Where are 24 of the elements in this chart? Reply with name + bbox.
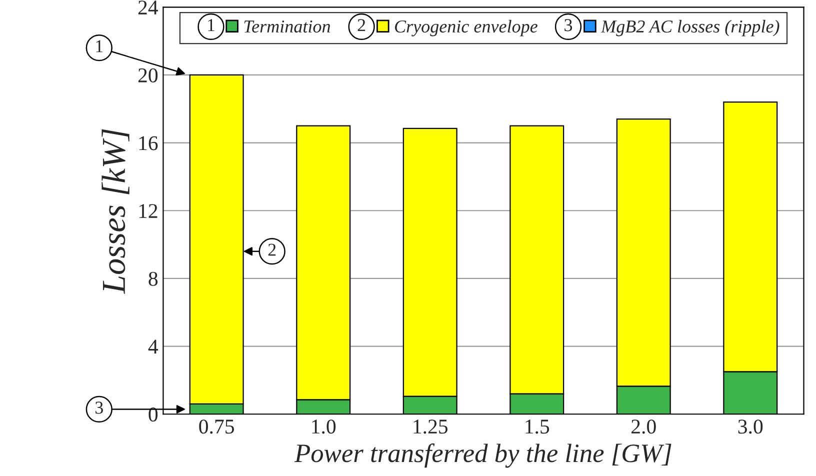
- y-tick-label: 8: [148, 272, 158, 286]
- y-axis-title: Losses [kW]: [102, 129, 130, 294]
- legend-label: Cryogenic envelope: [394, 20, 538, 36]
- y-tick-label: 0: [148, 407, 158, 422]
- text: 3: [95, 402, 103, 414]
- x-tick-label: 2.0: [632, 420, 656, 434]
- annotation: 2: [268, 244, 276, 256]
- x-tick-label: 3.0: [738, 420, 763, 434]
- x-tick-label: 1.25: [414, 420, 448, 434]
- y-tick-label: 4: [148, 340, 158, 354]
- y-tick-label: 16: [139, 136, 158, 150]
- annotation: 3: [564, 19, 572, 32]
- y-tick-label: 12: [139, 204, 158, 218]
- legend-label: MgB2 AC losses (ripple): [600, 20, 780, 36]
- text: 1: [96, 40, 103, 52]
- x-tick-label: 0.75: [199, 420, 234, 434]
- y-tick-label: 20: [138, 68, 158, 82]
- annotation: 1: [208, 19, 214, 32]
- y-tick-label: 24: [138, 0, 158, 14]
- x-axis-title: Power transferred by the line [GW]: [294, 443, 672, 468]
- legend-label: Termination: [244, 20, 330, 33]
- x-tick-label: 1.5: [526, 420, 550, 434]
- text: 2: [358, 19, 366, 32]
- x-tick-label: 1.0: [312, 420, 336, 434]
